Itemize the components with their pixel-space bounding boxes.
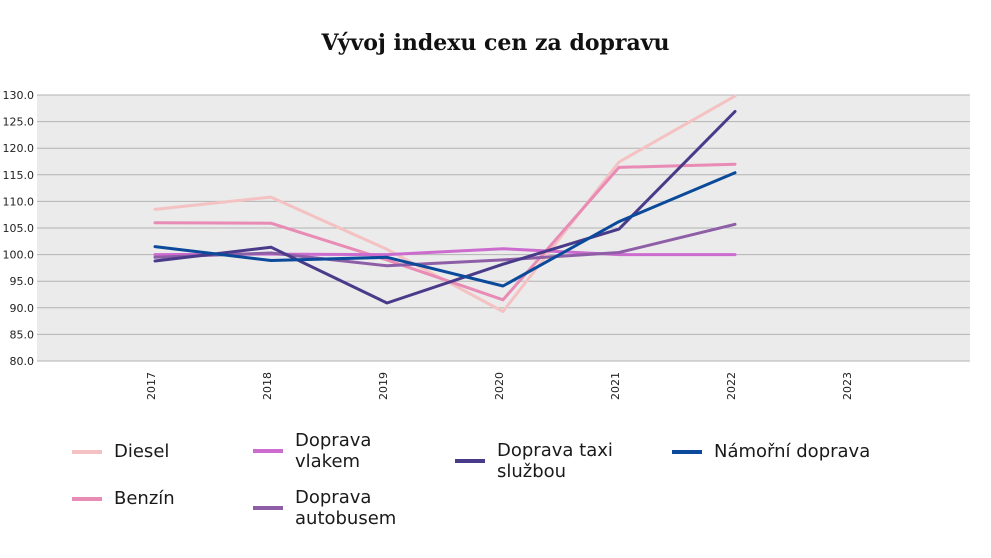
legend-item-doprava-autobusem: Doprava autobusem [253,487,396,529]
legend-label-benzin: Benzín [114,488,175,509]
series-lines [153,94,737,313]
legend-item-doprava-vlakem: Doprava vlakem [253,430,371,472]
legend-swatch-namorni-doprava [672,449,702,454]
line-chart: 80.0 85.0 90.0 95.0 100.0 105.0 110.0 115.0 120.… [3,89,970,400]
x-tick-label: 2019 [377,372,390,400]
y-tick-label: 105.0 [3,222,35,235]
y-tick-label: 110.0 [3,195,35,208]
series-line [153,110,737,305]
series-line [153,222,737,268]
legend-label-doprava-taxi: Doprava taxi službou [497,440,613,482]
series-line [153,162,737,302]
y-tick-label: 130.0 [3,89,35,102]
y-tick-label: 80.0 [10,355,35,368]
y-tick-label: 125.0 [3,116,35,129]
y-tick-label: 90.0 [10,302,35,315]
legend-label-namorni-doprava: Námořní doprava [714,441,871,462]
y-tick-label: 120.0 [3,142,35,155]
legend-label-doprava-vlakem: Doprava vlakem [295,430,372,472]
x-tick-label: 2020 [493,372,506,400]
legend-swatch-doprava-vlakem [253,449,283,453]
legend-item-diesel: Diesel [72,441,169,462]
legend-swatch-diesel [72,449,102,454]
x-tick-label: 2023 [841,372,854,400]
legend-swatch-doprava-taxi [455,459,485,463]
legend-swatch-doprava-autobusem [253,506,283,510]
y-tick-label: 95.0 [10,275,35,288]
chart-title: Vývoj indexu cen za dopravu [321,30,670,56]
x-axis-tick-labels: 2017 2018 2019 2020 2021 2022 2023 [145,372,854,400]
x-tick-label: 2017 [145,372,158,400]
y-tick-label: 100.0 [3,249,35,262]
series-line [153,171,737,288]
legend-label-doprava-autobusem: Doprava autobusem [295,487,397,529]
legend-item-namorni-doprava: Námořní doprava [672,441,870,462]
y-tick-label: 115.0 [3,169,35,182]
legend-item-doprava-taxi: Doprava taxi službou [455,440,613,482]
legend-label-diesel: Diesel [114,441,170,462]
y-tick-label: 85.0 [10,328,35,341]
legend-swatch-benzin [72,496,102,501]
x-tick-label: 2021 [609,372,622,400]
x-tick-label: 2022 [725,372,738,400]
legend-item-benzin: Benzín [72,488,175,509]
y-axis-tick-labels: 80.0 85.0 90.0 95.0 100.0 105.0 110.0 115.0 120.… [3,89,35,368]
x-tick-label: 2018 [261,372,274,400]
